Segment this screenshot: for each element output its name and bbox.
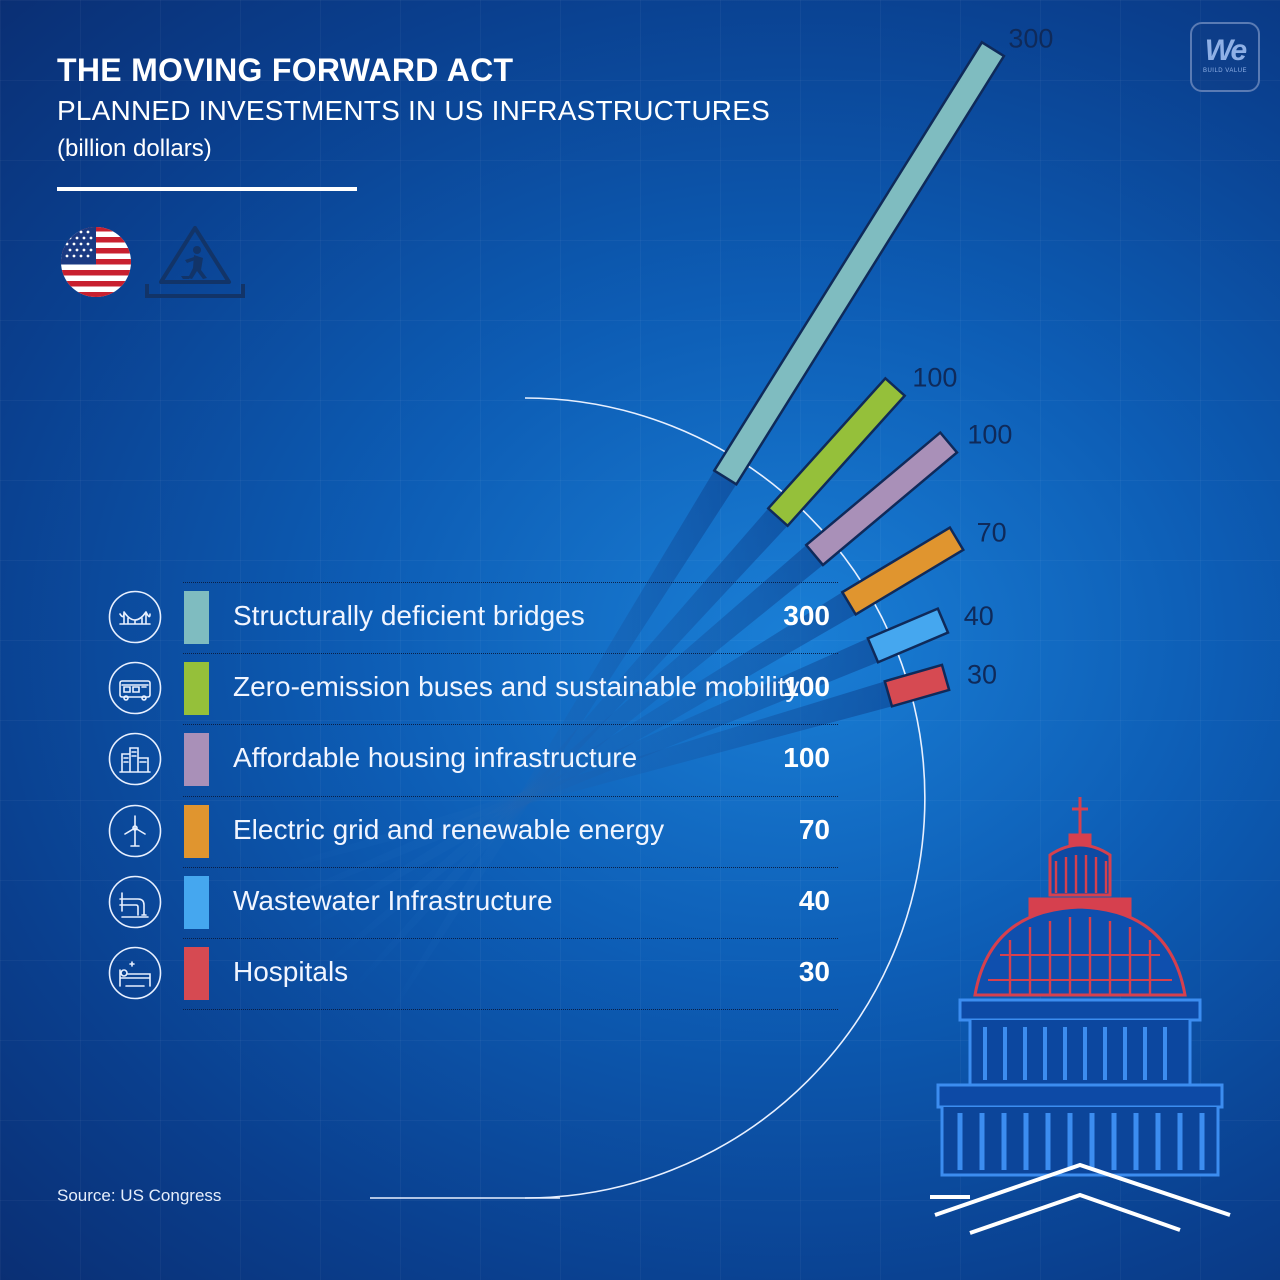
legend-category-label: Wastewater Infrastructure [233, 884, 553, 916]
bar-5 [883, 663, 951, 708]
brand-logo-mark: We [1204, 34, 1247, 67]
legend-divider [183, 1009, 838, 1011]
legend-value: 40 [798, 884, 830, 916]
bar-beam [324, 545, 823, 967]
bar-value-label: 300 [1008, 23, 1053, 53]
us-flag-icon [61, 227, 131, 297]
bar-group: 300 100 100 70 40 30 [712, 23, 1053, 708]
bar-value-label: 30 [967, 660, 997, 690]
legend-swatch [184, 804, 209, 858]
bar-value-label: 40 [964, 601, 994, 631]
construction-worker-icon [145, 226, 245, 298]
legend-value: 100 [783, 742, 830, 774]
bar-value-label: 100 [912, 363, 957, 393]
bar-1 [766, 376, 907, 528]
buildings-icon [108, 732, 162, 786]
legend-swatch [184, 875, 209, 929]
legend-swatch [184, 947, 209, 1000]
legend-divider [183, 582, 838, 583]
legend-divider [183, 724, 838, 726]
legend-divider [183, 938, 838, 939]
chart-arc [524, 397, 926, 1199]
legend-category-label: Hospitals [233, 956, 349, 987]
legend-value: 70 [798, 813, 830, 845]
page-title: THE MOVING FORWARD ACT [57, 52, 514, 88]
source-note: Source: US Congress [57, 1186, 222, 1205]
unit-label: (billion dollars) [57, 135, 212, 162]
bar-value-label: 100 [967, 420, 1012, 450]
bar-4 [866, 607, 950, 664]
legend-category-label: Electric grid and renewable energy [233, 813, 665, 845]
bar-beam [301, 592, 856, 934]
legend-swatch [184, 733, 209, 787]
bar-2 [804, 430, 959, 567]
bar-3 [840, 525, 965, 617]
bridge-icon [108, 590, 162, 644]
legend-swatch [184, 662, 209, 716]
legend-swatch [184, 591, 209, 644]
legend-value: 300 [783, 600, 830, 631]
legend-category-label: Zero-emission buses and sustainable mobi… [233, 671, 800, 703]
bus-icon [108, 661, 162, 715]
wind-turbine-icon [108, 804, 162, 858]
bar-0 [712, 40, 1006, 487]
bar-shadow-beams [274, 470, 892, 1020]
legend-value: 30 [798, 956, 830, 987]
title-underline [57, 187, 357, 191]
legend-divider [183, 653, 838, 655]
bar-beam [284, 638, 879, 902]
hospital-bed-icon [108, 946, 162, 1000]
legend-category-label: Structurally deficient bridges [233, 600, 585, 631]
legend-divider [183, 795, 838, 797]
legend-category-label: Affordable housing infrastructure [233, 742, 638, 774]
bar-beam [385, 470, 737, 1020]
pipe-icon [108, 875, 162, 929]
page-subtitle: PLANNED INVESTMENTS IN US INFRASTRUCTURE… [57, 95, 770, 126]
bar-beam [274, 681, 892, 872]
brand-logo-tagline: BUILD VALUE [1202, 68, 1248, 74]
bar-beam [349, 508, 788, 993]
brand-logo: We BUILD VALUE [1190, 22, 1260, 92]
legend-divider [183, 866, 838, 868]
capitol-dome-icon [930, 797, 1231, 1235]
bar-value-label: 70 [977, 517, 1007, 547]
legend-value: 100 [783, 671, 830, 703]
